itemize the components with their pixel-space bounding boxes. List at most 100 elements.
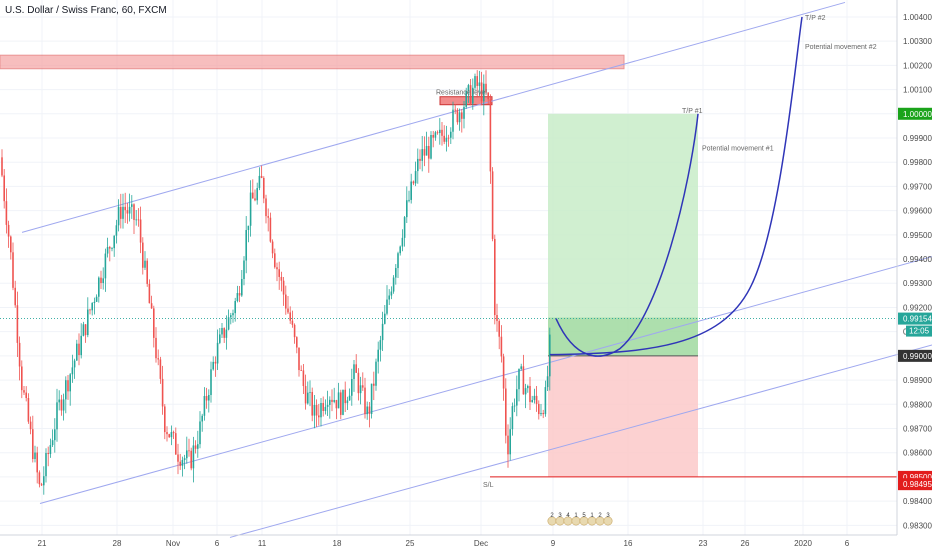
candle-body bbox=[120, 206, 122, 219]
candle-body bbox=[12, 252, 14, 288]
candle-body bbox=[315, 404, 318, 416]
candle-body bbox=[27, 398, 30, 422]
candle-body bbox=[401, 237, 404, 247]
entry-price-badge bbox=[898, 349, 932, 362]
candle-body bbox=[148, 283, 151, 304]
candle-body bbox=[505, 388, 507, 436]
candle-body bbox=[403, 217, 406, 238]
candle-body bbox=[410, 181, 412, 200]
tp-price-badge bbox=[898, 107, 932, 120]
candle-body bbox=[298, 347, 300, 371]
event-count: 1 bbox=[574, 513, 578, 519]
candle-body bbox=[285, 294, 287, 309]
candle-body bbox=[278, 269, 280, 277]
candle-body bbox=[516, 389, 518, 406]
time-tick-label: 6 bbox=[845, 539, 850, 548]
candle-body bbox=[60, 399, 63, 411]
time-tick-label: 26 bbox=[741, 539, 750, 548]
candle-body bbox=[509, 429, 511, 455]
price-axis[interactable]: 0.98300 0.98400 0.98500 0.98600 0.98700 0.988… bbox=[896, 0, 932, 535]
event-count: 1 bbox=[590, 513, 594, 519]
candle-body bbox=[458, 112, 461, 123]
candle-body bbox=[203, 396, 206, 416]
candle-body bbox=[115, 225, 118, 236]
time-axis[interactable]: 21 28 Nov 6 11 18 25 Dec 9 16 23 26 2020 6 bbox=[0, 534, 897, 548]
candle-body bbox=[106, 246, 109, 254]
candle-body bbox=[500, 336, 503, 357]
time-tick-label: 21 bbox=[38, 539, 47, 548]
candle-body bbox=[428, 145, 430, 159]
candle-body bbox=[256, 188, 258, 201]
candle-body bbox=[252, 192, 254, 199]
candle-body bbox=[337, 392, 340, 409]
candle-body bbox=[170, 432, 173, 438]
candle-body bbox=[373, 383, 375, 386]
candle-body bbox=[406, 200, 408, 218]
candle-body bbox=[260, 175, 263, 178]
candle-body bbox=[267, 216, 269, 218]
event-count: 2 bbox=[550, 513, 554, 519]
candle-body bbox=[355, 364, 357, 373]
candle-body bbox=[232, 313, 234, 316]
candle-body bbox=[221, 328, 223, 335]
candle-body bbox=[69, 374, 71, 392]
price-tick-label: 0.99700 bbox=[903, 182, 932, 191]
candle-body bbox=[276, 267, 278, 270]
candle-body bbox=[36, 452, 38, 473]
candle-body bbox=[527, 386, 529, 389]
candle-body bbox=[322, 403, 324, 411]
candle-body bbox=[254, 198, 256, 201]
candle-body bbox=[432, 134, 434, 138]
candle-body bbox=[487, 92, 489, 100]
candle-body bbox=[43, 476, 45, 486]
candle-body bbox=[133, 204, 135, 220]
candle-body bbox=[227, 317, 230, 330]
event-icon bbox=[603, 516, 613, 526]
tp-price-badge-text: 1.00000 bbox=[903, 110, 932, 119]
candle-body bbox=[329, 399, 331, 405]
candle-body bbox=[494, 238, 496, 316]
candle-body bbox=[131, 204, 133, 207]
candle-body bbox=[190, 450, 192, 469]
candle-body bbox=[375, 361, 377, 386]
candle-body bbox=[287, 308, 289, 313]
candle-body bbox=[441, 129, 443, 136]
candle-body bbox=[474, 76, 476, 88]
candle-body bbox=[14, 287, 16, 306]
candle-body bbox=[124, 206, 126, 211]
current-profit-zone bbox=[548, 317, 698, 356]
candle-body bbox=[452, 109, 454, 132]
candle-body bbox=[483, 83, 485, 102]
candle-body bbox=[274, 253, 276, 268]
loss-zone bbox=[548, 355, 698, 477]
event-count: 4 bbox=[566, 513, 570, 519]
candle-body bbox=[524, 388, 527, 395]
candle-body bbox=[443, 135, 445, 142]
candle-body bbox=[478, 82, 481, 86]
candle-body bbox=[192, 445, 195, 469]
candle-body bbox=[472, 87, 474, 104]
candle-body bbox=[139, 219, 142, 243]
candle-body bbox=[302, 370, 305, 387]
candle-body bbox=[146, 260, 148, 284]
candle-body bbox=[447, 137, 450, 139]
candle-body bbox=[18, 342, 21, 367]
candle-body bbox=[126, 210, 129, 214]
candle-body bbox=[95, 296, 98, 302]
candle-body bbox=[34, 452, 36, 459]
candle-body bbox=[496, 315, 498, 322]
candle-body bbox=[179, 461, 181, 466]
price-tick-label: 0.98800 bbox=[903, 400, 932, 409]
projection-curves bbox=[549, 16, 803, 357]
candle-body bbox=[225, 329, 228, 338]
candle-body bbox=[520, 366, 522, 369]
time-tick-label: 23 bbox=[699, 539, 708, 548]
candle-body bbox=[282, 280, 285, 295]
price-tick-label: 0.99300 bbox=[903, 279, 932, 288]
candle-body bbox=[377, 349, 379, 362]
price-tick-label: 0.99600 bbox=[903, 207, 932, 216]
sl-price-badge-2-text: 0.98495 bbox=[903, 480, 932, 489]
candle-body bbox=[234, 301, 236, 314]
price-tick-label: 0.98400 bbox=[903, 497, 932, 506]
